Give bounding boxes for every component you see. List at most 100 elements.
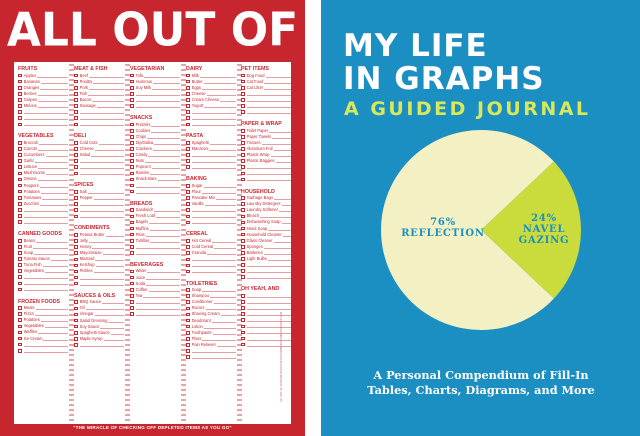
checkbox[interactable] bbox=[186, 159, 190, 163]
checkbox[interactable] bbox=[74, 300, 78, 305]
checkbox[interactable] bbox=[241, 263, 245, 267]
checkbox[interactable] bbox=[74, 85, 78, 90]
checkbox[interactable] bbox=[241, 159, 245, 163]
checkbox[interactable] bbox=[18, 141, 22, 145]
checkbox[interactable] bbox=[74, 214, 78, 219]
checkbox[interactable] bbox=[241, 165, 245, 170]
checkbox[interactable] bbox=[18, 238, 22, 243]
checkbox[interactable] bbox=[241, 257, 245, 261]
checkbox[interactable] bbox=[241, 171, 245, 176]
checkbox[interactable] bbox=[130, 85, 134, 90]
checkbox[interactable] bbox=[74, 337, 78, 341]
checkbox[interactable] bbox=[130, 128, 134, 133]
checkbox[interactable] bbox=[18, 122, 22, 127]
checkbox[interactable] bbox=[241, 92, 245, 96]
checkbox[interactable] bbox=[241, 208, 245, 213]
checkbox[interactable] bbox=[18, 263, 22, 267]
checkbox[interactable] bbox=[18, 171, 22, 176]
checkbox[interactable] bbox=[18, 281, 22, 286]
checkbox[interactable] bbox=[74, 171, 78, 176]
checkbox[interactable] bbox=[241, 226, 245, 231]
checkbox[interactable] bbox=[74, 263, 78, 268]
checkbox[interactable] bbox=[186, 202, 190, 206]
checkbox[interactable] bbox=[241, 135, 245, 139]
checkbox[interactable] bbox=[74, 141, 78, 145]
checkbox[interactable] bbox=[130, 275, 134, 280]
checkbox[interactable] bbox=[18, 330, 22, 335]
checkbox[interactable] bbox=[130, 98, 134, 102]
checkbox[interactable] bbox=[130, 238, 134, 243]
checkbox[interactable] bbox=[18, 104, 22, 108]
checkbox[interactable] bbox=[74, 110, 78, 114]
checkbox[interactable] bbox=[130, 294, 134, 298]
checkbox[interactable] bbox=[186, 294, 190, 298]
checkbox[interactable] bbox=[241, 153, 245, 157]
checkbox[interactable] bbox=[18, 324, 22, 329]
checkbox[interactable] bbox=[186, 98, 190, 102]
checkbox[interactable] bbox=[18, 153, 22, 157]
checkbox[interactable] bbox=[74, 165, 78, 170]
checkbox[interactable] bbox=[130, 300, 134, 304]
checkbox[interactable] bbox=[130, 92, 134, 96]
checkbox[interactable] bbox=[186, 318, 190, 323]
checkbox[interactable] bbox=[74, 233, 78, 237]
checkbox[interactable] bbox=[241, 312, 245, 316]
checkbox[interactable] bbox=[241, 336, 245, 341]
checkbox[interactable] bbox=[241, 306, 245, 310]
checkbox[interactable] bbox=[18, 165, 22, 170]
checkbox[interactable] bbox=[130, 122, 134, 127]
checkbox[interactable] bbox=[241, 238, 245, 243]
checkbox[interactable] bbox=[130, 287, 134, 292]
checkbox[interactable] bbox=[241, 269, 245, 273]
checkbox[interactable] bbox=[241, 128, 245, 133]
checkbox[interactable] bbox=[74, 330, 78, 335]
checkbox[interactable] bbox=[74, 190, 78, 194]
checkbox[interactable] bbox=[130, 251, 134, 255]
checkbox[interactable] bbox=[130, 141, 134, 145]
checkbox[interactable] bbox=[186, 263, 190, 268]
checkbox[interactable] bbox=[18, 159, 22, 163]
checkbox[interactable] bbox=[74, 98, 78, 102]
checkbox[interactable] bbox=[18, 85, 22, 90]
checkbox[interactable] bbox=[74, 116, 78, 120]
checkbox[interactable] bbox=[18, 306, 22, 310]
checkbox[interactable] bbox=[74, 343, 78, 347]
checkbox[interactable] bbox=[241, 330, 245, 335]
checkbox[interactable] bbox=[130, 183, 134, 188]
checkbox[interactable] bbox=[130, 220, 134, 225]
checkbox[interactable] bbox=[186, 153, 190, 157]
checkbox[interactable] bbox=[130, 281, 134, 286]
checkbox[interactable] bbox=[130, 104, 134, 108]
checkbox[interactable] bbox=[186, 343, 190, 347]
checkbox[interactable] bbox=[74, 208, 78, 213]
checkbox[interactable] bbox=[186, 300, 190, 305]
checkbox[interactable] bbox=[18, 269, 22, 273]
checkbox[interactable] bbox=[186, 245, 190, 249]
checkbox[interactable] bbox=[74, 245, 78, 249]
checkbox[interactable] bbox=[241, 79, 245, 84]
checkbox[interactable] bbox=[241, 275, 245, 280]
checkbox[interactable] bbox=[186, 104, 190, 108]
checkbox[interactable] bbox=[186, 269, 190, 274]
checkbox[interactable] bbox=[186, 251, 190, 255]
checkbox[interactable] bbox=[74, 318, 78, 323]
checkbox[interactable] bbox=[18, 79, 22, 84]
checkbox[interactable] bbox=[130, 79, 134, 84]
checkbox[interactable] bbox=[186, 116, 190, 120]
checkbox[interactable] bbox=[18, 251, 22, 255]
checkbox[interactable] bbox=[18, 257, 22, 261]
checkbox[interactable] bbox=[130, 171, 134, 176]
checkbox[interactable] bbox=[186, 355, 190, 359]
checkbox[interactable] bbox=[74, 251, 78, 255]
checkbox[interactable] bbox=[241, 232, 245, 237]
checkbox[interactable] bbox=[18, 208, 22, 212]
checkbox[interactable] bbox=[18, 147, 22, 151]
checkbox[interactable] bbox=[186, 312, 190, 317]
checkbox[interactable] bbox=[241, 318, 245, 323]
checkbox[interactable] bbox=[18, 73, 22, 78]
checkbox[interactable] bbox=[74, 147, 78, 151]
checkbox[interactable] bbox=[18, 312, 22, 316]
checkbox[interactable] bbox=[74, 159, 78, 163]
checkbox[interactable] bbox=[241, 85, 245, 90]
checkbox[interactable] bbox=[241, 98, 245, 102]
